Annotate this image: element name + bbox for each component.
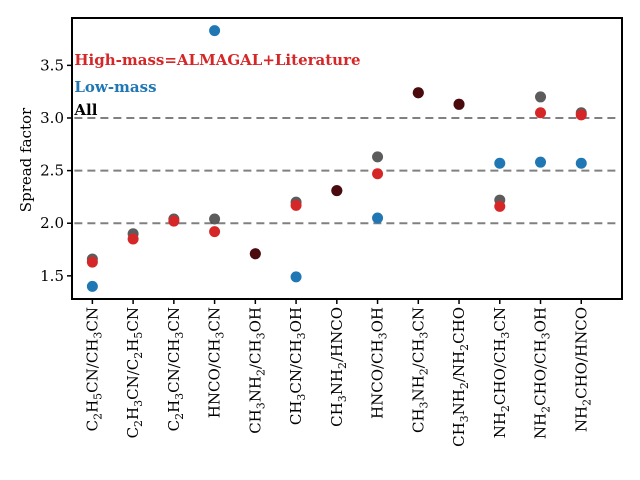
y-tick-label: 2.0 [40,214,64,232]
data-point [453,98,465,110]
data-point [575,109,587,121]
x-axis-ticks: C2H5CN/CH3CN C2H3CN/C2H5CN C2H3CN/CH3CN HNC… [83,299,593,447]
x-tick-label: CH3CN/CH3OH [287,307,308,425]
legend-entry: All [73,101,97,119]
data-points [86,25,587,292]
y-axis-label: Spread factor [17,107,35,212]
y-tick-label: 3.5 [40,56,64,74]
y-tick-label: 1.5 [40,267,64,285]
data-point [494,200,506,212]
x-tick-label: CH3NH2/CH3CN [409,307,430,433]
data-point [86,280,98,292]
y-tick-label: 2.5 [40,162,64,180]
data-point [209,25,221,37]
x-tick-label: CH3NH2/HNCO [328,307,349,427]
data-point [372,168,384,180]
data-point [209,226,221,238]
y-tick-label: 3.0 [40,109,64,127]
data-point [168,215,180,227]
data-point [535,107,547,119]
data-point [412,87,424,99]
data-point [290,271,302,283]
y-axis-ticks: 1.5 2.0 2.5 3.0 3.5 [40,56,72,285]
x-tick-label: NH2CHO/CH3CN [491,307,512,438]
data-point [290,199,302,211]
data-point [494,157,506,169]
data-point [535,156,547,168]
legend-entry: High-mass=ALMAGAL+Literature [74,51,360,69]
plot-frame [71,17,623,300]
x-tick-label: NH2CHO/HNCO [572,307,593,432]
legend-entry: Low-mass [74,78,156,96]
data-point [249,248,261,260]
x-tick-label: HNCO/CH3CN [206,307,227,418]
data-point [535,91,547,103]
data-point [372,151,384,163]
x-tick-label: C2H3CN/C2H5CN [124,307,145,438]
x-tick-label: C2H5CN/CH3CN [83,307,104,431]
data-point [209,213,221,225]
data-point [331,185,343,197]
x-tick-label: C2H3CN/CH3CN [165,307,186,431]
x-tick-label: NH2CHO/CH3OH [532,307,553,439]
x-tick-label: CH3NH2/CH3OH [246,307,267,434]
data-point [127,233,139,245]
data-point [86,256,98,268]
legend: High-mass=ALMAGAL+Literature Low-mass All [73,51,360,119]
reference-lines [74,116,619,225]
x-tick-label: HNCO/CH3OH [369,307,390,419]
data-point [575,157,587,169]
data-point [372,212,384,224]
x-tick-label: CH3NH2/NH2CHO [450,307,471,447]
